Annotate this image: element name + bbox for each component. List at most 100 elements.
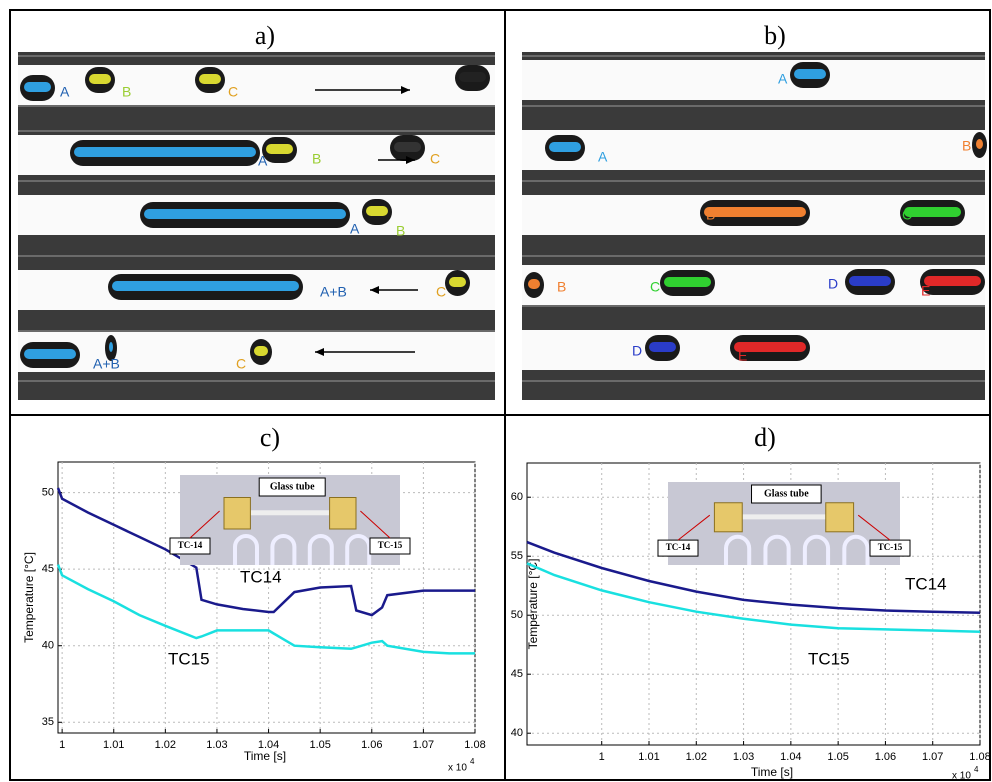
droplet-label: D — [828, 276, 838, 292]
droplet-label: C — [650, 279, 660, 295]
x-tick-label: 1.07 — [413, 739, 434, 751]
droplet-core — [24, 82, 51, 92]
droplet-label: A — [258, 153, 268, 169]
droplet-label: B — [962, 138, 971, 154]
droplet-core — [74, 147, 256, 157]
y-axis-label: Temperature [°C] — [526, 559, 540, 650]
y-tick-label: 55 — [511, 550, 523, 562]
x-tick-label: 1 — [59, 739, 65, 751]
panel-label: d) — [754, 423, 776, 452]
x-axis-label: Time [s] — [751, 765, 793, 779]
droplet-core — [112, 281, 299, 291]
x-scale-label: x 10 — [448, 763, 467, 774]
droplet-label: C — [236, 356, 246, 372]
x-tick-label: 1.05 — [309, 739, 330, 751]
channel — [522, 60, 985, 100]
series-label: TC14 — [905, 574, 947, 593]
x-tick-label: 1.08 — [969, 751, 990, 763]
clamp — [330, 498, 356, 530]
droplet-label: A — [60, 84, 70, 100]
x-scale-label: x 10 — [952, 771, 971, 782]
droplet-label: A+B — [320, 284, 347, 300]
x-tick-label: 1.02 — [686, 751, 707, 763]
droplet-core — [904, 207, 961, 217]
panel-label: c) — [260, 423, 280, 452]
droplet-label: D — [632, 343, 642, 359]
droplet-core — [199, 74, 221, 84]
droplet-core — [528, 279, 540, 289]
x-axis-label: Time [s] — [244, 749, 286, 763]
series-label: TC15 — [808, 649, 850, 668]
droplet-core — [849, 276, 891, 286]
droplet-core — [109, 342, 113, 352]
droplet-core — [649, 342, 676, 352]
x-tick-label: 1.05 — [827, 751, 848, 763]
droplet-core — [144, 209, 346, 219]
y-tick-label: 60 — [511, 491, 523, 503]
inset-label: TC-15 — [878, 542, 903, 552]
droplet-label: A — [778, 71, 788, 87]
panel-label: b) — [764, 21, 786, 50]
droplet-label: B — [312, 151, 321, 167]
x-tick-label: 1.01 — [638, 751, 659, 763]
droplet-core — [976, 139, 983, 149]
droplet-core — [366, 206, 388, 216]
series-label: TC15 — [168, 649, 210, 668]
droplet-core — [24, 349, 76, 359]
droplet-label: A+B — [93, 356, 120, 372]
x-tick-label: 1.04 — [780, 751, 801, 763]
inset-title: Glass tube — [270, 481, 315, 492]
droplet-label: B — [396, 223, 405, 239]
panel-label: a) — [255, 21, 275, 50]
droplet-label: C — [228, 84, 238, 100]
droplet-core — [266, 144, 293, 154]
droplet-core — [459, 72, 486, 82]
y-tick-label: 45 — [511, 668, 523, 680]
series-label: TC14 — [240, 567, 282, 586]
droplet-label: A — [598, 149, 608, 165]
clamp — [826, 503, 854, 532]
droplet-label: C — [436, 284, 446, 300]
droplet-core — [394, 142, 421, 152]
x-tick-label: 1.03 — [733, 751, 754, 763]
droplet-core — [704, 207, 806, 217]
channel — [522, 130, 985, 170]
droplet-label: A — [350, 221, 360, 237]
x-tick-label: 1.01 — [103, 739, 124, 751]
droplet-label: C — [430, 151, 440, 167]
x-tick-label: 1.06 — [361, 739, 382, 751]
y-tick-label: 35 — [42, 716, 54, 728]
x-tick-label: 1.07 — [922, 751, 943, 763]
x-tick-label: 1.02 — [155, 739, 176, 751]
clamp — [224, 498, 250, 530]
droplet-core — [254, 346, 268, 356]
y-tick-label: 40 — [42, 640, 54, 652]
figure: a) A B C A B C A B A+B C A+B Cb) A A B B C B C D E D Ec) 1 1.01 1.… — [0, 0, 992, 782]
droplet-label: B — [122, 84, 131, 100]
droplet-core — [924, 276, 981, 286]
x-scale-exponent: 4 — [470, 757, 475, 766]
inset-title: Glass tube — [764, 488, 809, 499]
x-tick-label: 1 — [599, 751, 605, 763]
droplet-core — [449, 277, 466, 287]
droplet-label: E — [738, 348, 747, 364]
droplet-core — [664, 277, 711, 287]
x-tick-label: 1.08 — [464, 739, 485, 751]
y-tick-label: 40 — [511, 727, 523, 739]
clamp — [714, 503, 742, 532]
channel — [522, 265, 985, 305]
y-axis-label: Temperature [°C] — [22, 552, 36, 643]
y-tick-label: 50 — [42, 487, 54, 499]
x-tick-label: 1.03 — [206, 739, 227, 751]
droplet-core — [794, 69, 826, 79]
droplet-label: B — [706, 207, 715, 223]
y-tick-label: 45 — [42, 563, 54, 575]
droplet-label: B — [557, 279, 566, 295]
droplet-label: C — [902, 207, 912, 223]
droplet-core — [549, 142, 581, 152]
inset-label: TC-14 — [178, 540, 203, 550]
x-tick-label: 1.06 — [875, 751, 896, 763]
x-scale-exponent: 4 — [974, 765, 979, 774]
droplet-label: E — [921, 283, 930, 299]
y-tick-label: 50 — [511, 609, 523, 621]
